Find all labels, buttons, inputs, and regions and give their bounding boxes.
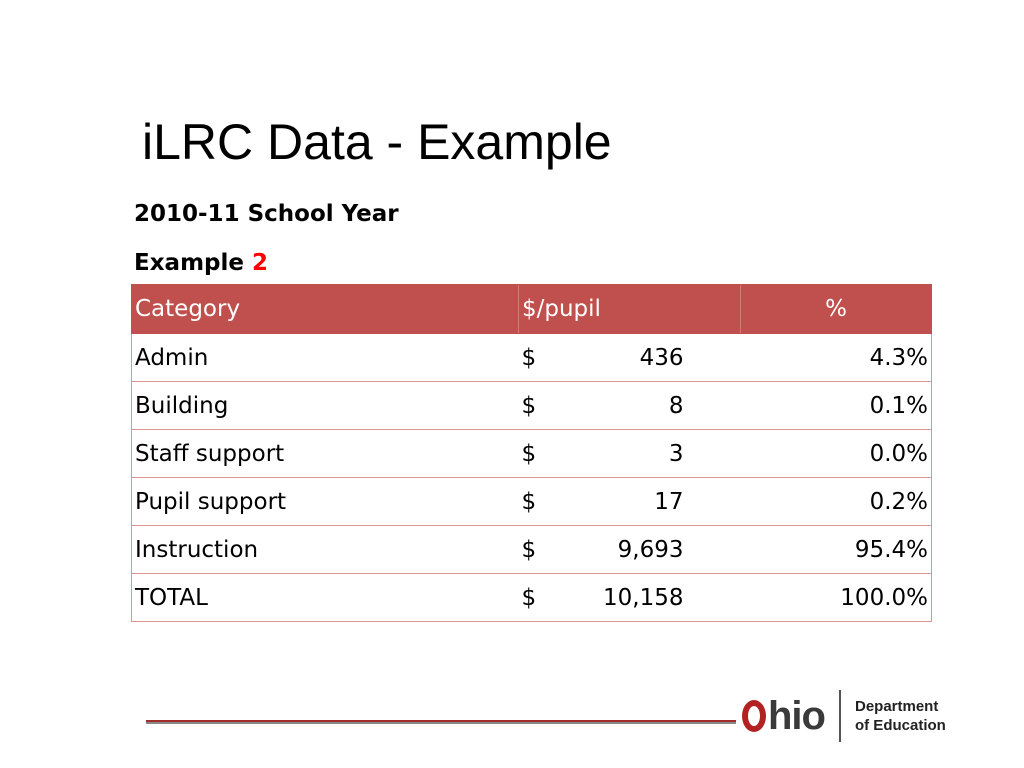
- amount-value: 436: [639, 344, 684, 371]
- row-category: Admin: [131, 333, 519, 382]
- row-category: Pupil support: [131, 477, 519, 526]
- row-amount: $8: [518, 381, 741, 430]
- row-percent: 4.3%: [740, 333, 932, 382]
- example-label-text: Example: [134, 250, 244, 276]
- currency-symbol: $: [521, 440, 537, 467]
- ohio-department-of-education-logo: hio Department of Education: [742, 688, 946, 744]
- currency-symbol: $: [521, 392, 537, 419]
- slide-title: iLRC Data - Example: [142, 114, 612, 170]
- currency-symbol: $: [521, 536, 537, 563]
- header-per-pupil: $/pupil: [518, 284, 741, 334]
- header-percent: %: [740, 284, 932, 334]
- row-category: TOTAL: [131, 573, 519, 622]
- department-line-1: Department: [854, 698, 939, 715]
- currency-symbol: $: [521, 488, 537, 515]
- row-amount: $9,693: [518, 525, 741, 574]
- ohio-o-icon: [742, 700, 766, 732]
- school-year-label: 2010-11 School Year: [134, 201, 399, 227]
- table-row: Admin $436 4.3%: [131, 333, 932, 382]
- table-row: Pupil support $17 0.2%: [131, 477, 932, 526]
- row-amount: $17: [518, 477, 741, 526]
- example-number: 2: [252, 250, 269, 276]
- row-category: Building: [131, 381, 519, 430]
- currency-symbol: $: [521, 584, 537, 611]
- amount-value: 8: [668, 392, 684, 419]
- amount-value: 17: [654, 488, 684, 515]
- row-percent: 0.1%: [740, 381, 932, 430]
- header-category: Category: [131, 284, 519, 334]
- row-percent: 100.0%: [740, 573, 932, 622]
- table-row: Staff support $3 0.0%: [131, 429, 932, 478]
- table-header-row: Category $/pupil %: [131, 284, 932, 334]
- row-amount: $10,158: [518, 573, 741, 622]
- row-percent: 0.2%: [740, 477, 932, 526]
- table-row: Instruction $9,693 95.4%: [131, 525, 932, 574]
- spending-table: Category $/pupil % Admin $436 4.3% Build…: [131, 284, 932, 622]
- amount-value: 3: [668, 440, 684, 467]
- row-amount: $436: [518, 333, 741, 382]
- row-percent: 0.0%: [740, 429, 932, 478]
- example-label: Example 2: [134, 250, 268, 276]
- row-amount: $3: [518, 429, 741, 478]
- amount-value: 9,693: [617, 536, 684, 563]
- row-category: Instruction: [131, 525, 519, 574]
- currency-symbol: $: [521, 344, 537, 371]
- logo-divider: [838, 690, 841, 742]
- table-row-total: TOTAL $10,158 100.0%: [131, 573, 932, 622]
- amount-value: 10,158: [603, 584, 684, 611]
- ohio-wordmark-text: hio: [768, 693, 826, 738]
- table-row: Building $8 0.1%: [131, 381, 932, 430]
- row-category: Staff support: [131, 429, 519, 478]
- footer-rule: [146, 720, 736, 724]
- department-line-2: of Education: [854, 717, 946, 734]
- ohio-wordmark: hio: [742, 693, 826, 739]
- department-label: Department of Education: [855, 697, 946, 735]
- row-percent: 95.4%: [740, 525, 932, 574]
